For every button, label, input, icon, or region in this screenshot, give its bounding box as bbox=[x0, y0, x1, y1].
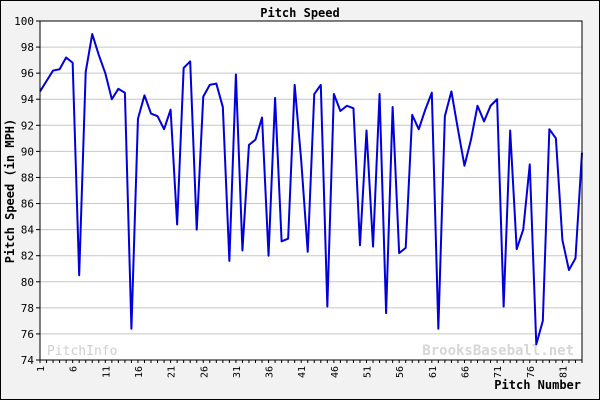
x-tick-label: 46 bbox=[330, 366, 341, 378]
y-tick-label: 90 bbox=[21, 145, 34, 158]
brooksbaseball-watermark: BrooksBaseball.net bbox=[422, 343, 574, 359]
y-tick-label: 74 bbox=[21, 354, 35, 367]
x-tick-label: 16 bbox=[134, 366, 145, 378]
pitchinfo-watermark: PitchInfo bbox=[47, 344, 117, 359]
y-tick-label: 86 bbox=[21, 198, 34, 211]
y-tick-label: 96 bbox=[21, 67, 34, 80]
y-tick-label: 94 bbox=[21, 93, 35, 106]
x-tick-label: 11 bbox=[101, 366, 112, 378]
x-tick-label: 76 bbox=[526, 366, 537, 378]
y-tick-label: 82 bbox=[21, 250, 34, 263]
x-tick-label: 31 bbox=[232, 366, 243, 378]
series-line bbox=[39, 33, 583, 346]
y-tick-label: 80 bbox=[21, 276, 34, 289]
x-tick-label: 26 bbox=[199, 366, 210, 378]
y-tick-label: 78 bbox=[21, 302, 34, 315]
x-tick-label: 81 bbox=[558, 366, 569, 378]
y-tick-label: 76 bbox=[21, 328, 34, 341]
y-tick-label: 98 bbox=[21, 41, 34, 54]
x-tick-label: 41 bbox=[297, 366, 308, 378]
x-tick-label: 51 bbox=[363, 366, 374, 378]
y-tick-label: 92 bbox=[21, 119, 34, 132]
x-tick-label: 66 bbox=[460, 366, 471, 378]
y-tick-label: 100 bbox=[14, 15, 34, 28]
x-tick-label: 6 bbox=[69, 366, 80, 372]
y-tick-label: 84 bbox=[21, 224, 35, 237]
x-axis-label: Pitch Number bbox=[494, 378, 581, 392]
watermarks: PitchInfo BrooksBaseball.net bbox=[47, 343, 574, 359]
y-tick-label: 88 bbox=[21, 171, 34, 184]
y-axis-label: Pitch Speed (in MPH) bbox=[3, 119, 17, 264]
x-tick-label: 71 bbox=[493, 366, 504, 378]
chart-title: Pitch Speed bbox=[260, 6, 339, 20]
x-tick-label: 1 bbox=[36, 366, 47, 372]
x-tick-label: 21 bbox=[167, 366, 178, 378]
x-tick-label: 56 bbox=[395, 366, 406, 378]
plot-border bbox=[39, 20, 583, 361]
x-tick-label: 61 bbox=[428, 366, 439, 378]
x-tick-label: 36 bbox=[265, 366, 276, 378]
